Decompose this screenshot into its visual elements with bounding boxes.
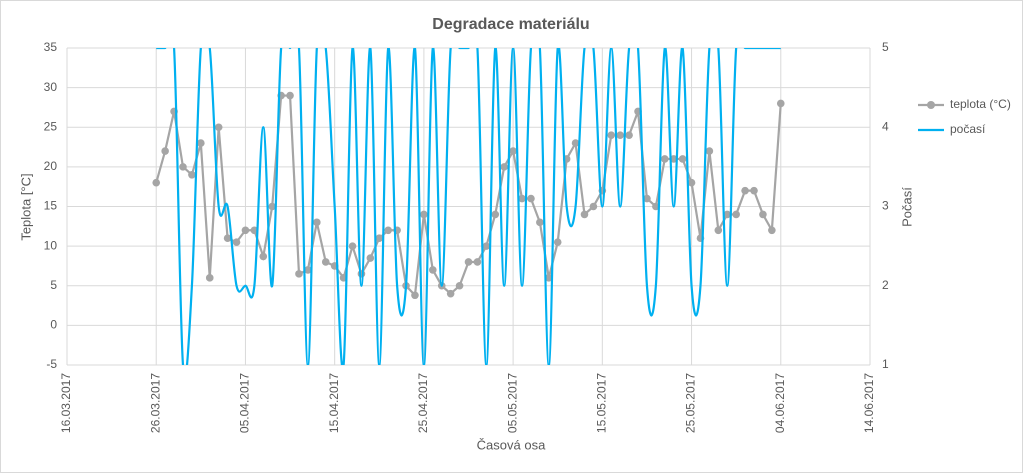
data-point	[714, 226, 723, 235]
data-point	[464, 258, 473, 266]
data-point	[643, 194, 651, 203]
data-point	[205, 274, 214, 282]
x-tick-label: 16.03.2017	[59, 373, 73, 433]
series-line	[156, 48, 781, 365]
y2-tick-label: 5	[882, 40, 889, 54]
data-point	[518, 194, 526, 203]
data-point	[295, 270, 303, 278]
data-point	[375, 234, 384, 242]
data-point	[571, 139, 580, 147]
data-point	[232, 238, 241, 246]
x-tick-label: 05.05.2017	[505, 373, 519, 433]
data-point	[687, 178, 696, 187]
y-tick-label: 35	[44, 40, 58, 54]
data-point	[366, 254, 375, 262]
x-axis-title: Časová osa	[477, 437, 546, 452]
y2-tick-label: 4	[882, 119, 889, 133]
y-tick-label: 25	[44, 119, 58, 133]
data-point	[660, 155, 669, 163]
data-point	[197, 139, 205, 147]
data-point	[304, 266, 312, 274]
data-point	[313, 218, 321, 227]
data-point	[678, 155, 687, 163]
y-axis-title: Teplota [°C]	[18, 173, 33, 240]
x-tick-label: 26.03.2017	[148, 373, 162, 433]
x-tick-label: 04.06.2017	[773, 373, 787, 433]
data-point	[259, 252, 268, 261]
data-point	[509, 147, 517, 155]
data-point	[473, 258, 482, 266]
y-tick-label: 0	[50, 318, 57, 332]
x-tick-label: 14.06.2017	[862, 373, 876, 433]
data-point	[536, 218, 544, 227]
data-point	[348, 242, 357, 250]
legend-marker	[927, 101, 935, 109]
data-point	[286, 91, 294, 100]
data-point	[723, 210, 732, 219]
y-tick-label: 10	[44, 238, 58, 252]
data-point	[580, 210, 589, 219]
data-point	[589, 202, 598, 211]
data-point	[482, 242, 491, 250]
data-point	[179, 163, 187, 171]
data-point	[161, 147, 169, 155]
data-point	[268, 202, 277, 211]
chart-title: Degradace materiálu	[432, 16, 589, 33]
y-tick-label: 30	[44, 80, 58, 94]
y-tick-label: -5	[46, 357, 57, 371]
data-point	[768, 226, 776, 235]
legend-label: počasí	[950, 122, 986, 136]
data-point	[411, 291, 419, 300]
data-point	[241, 226, 250, 235]
data-point	[776, 99, 785, 108]
x-tick-label: 15.04.2017	[327, 373, 341, 433]
x-tick-label: 25.05.2017	[684, 373, 698, 433]
data-point	[545, 274, 553, 282]
x-tick-label: 25.04.2017	[416, 373, 430, 433]
data-point	[321, 258, 330, 266]
data-point	[429, 266, 437, 274]
data-point	[607, 131, 616, 139]
y2-axis-title: Počasí	[899, 187, 914, 227]
data-point	[625, 131, 633, 139]
x-tick-label: 05.04.2017	[238, 373, 252, 433]
data-point	[384, 226, 393, 235]
data-point	[214, 123, 223, 132]
data-point	[527, 194, 535, 203]
x-tick-label: 15.05.2017	[595, 373, 609, 433]
y2-tick-label: 1	[882, 357, 889, 371]
data-point	[455, 281, 464, 290]
data-point	[446, 289, 455, 298]
data-point	[750, 186, 758, 195]
data-point	[741, 186, 749, 195]
y-tick-label: 15	[44, 199, 58, 213]
y2-tick-label: 3	[882, 199, 889, 213]
legend-label: teplota (°C)	[950, 97, 1011, 111]
data-point	[152, 178, 161, 187]
y-tick-label: 5	[50, 278, 57, 292]
data-point	[420, 210, 428, 219]
data-point	[732, 210, 740, 219]
data-point	[357, 270, 366, 278]
data-point	[223, 234, 232, 242]
y-tick-label: 20	[44, 159, 58, 173]
data-point	[705, 147, 714, 155]
data-point	[188, 171, 196, 179]
data-point	[616, 131, 624, 139]
y2-tick-label: 2	[882, 278, 889, 292]
data-point	[500, 163, 508, 171]
data-point	[491, 210, 500, 219]
data-point	[759, 210, 767, 219]
data-point	[669, 155, 678, 163]
data-point	[553, 238, 562, 246]
